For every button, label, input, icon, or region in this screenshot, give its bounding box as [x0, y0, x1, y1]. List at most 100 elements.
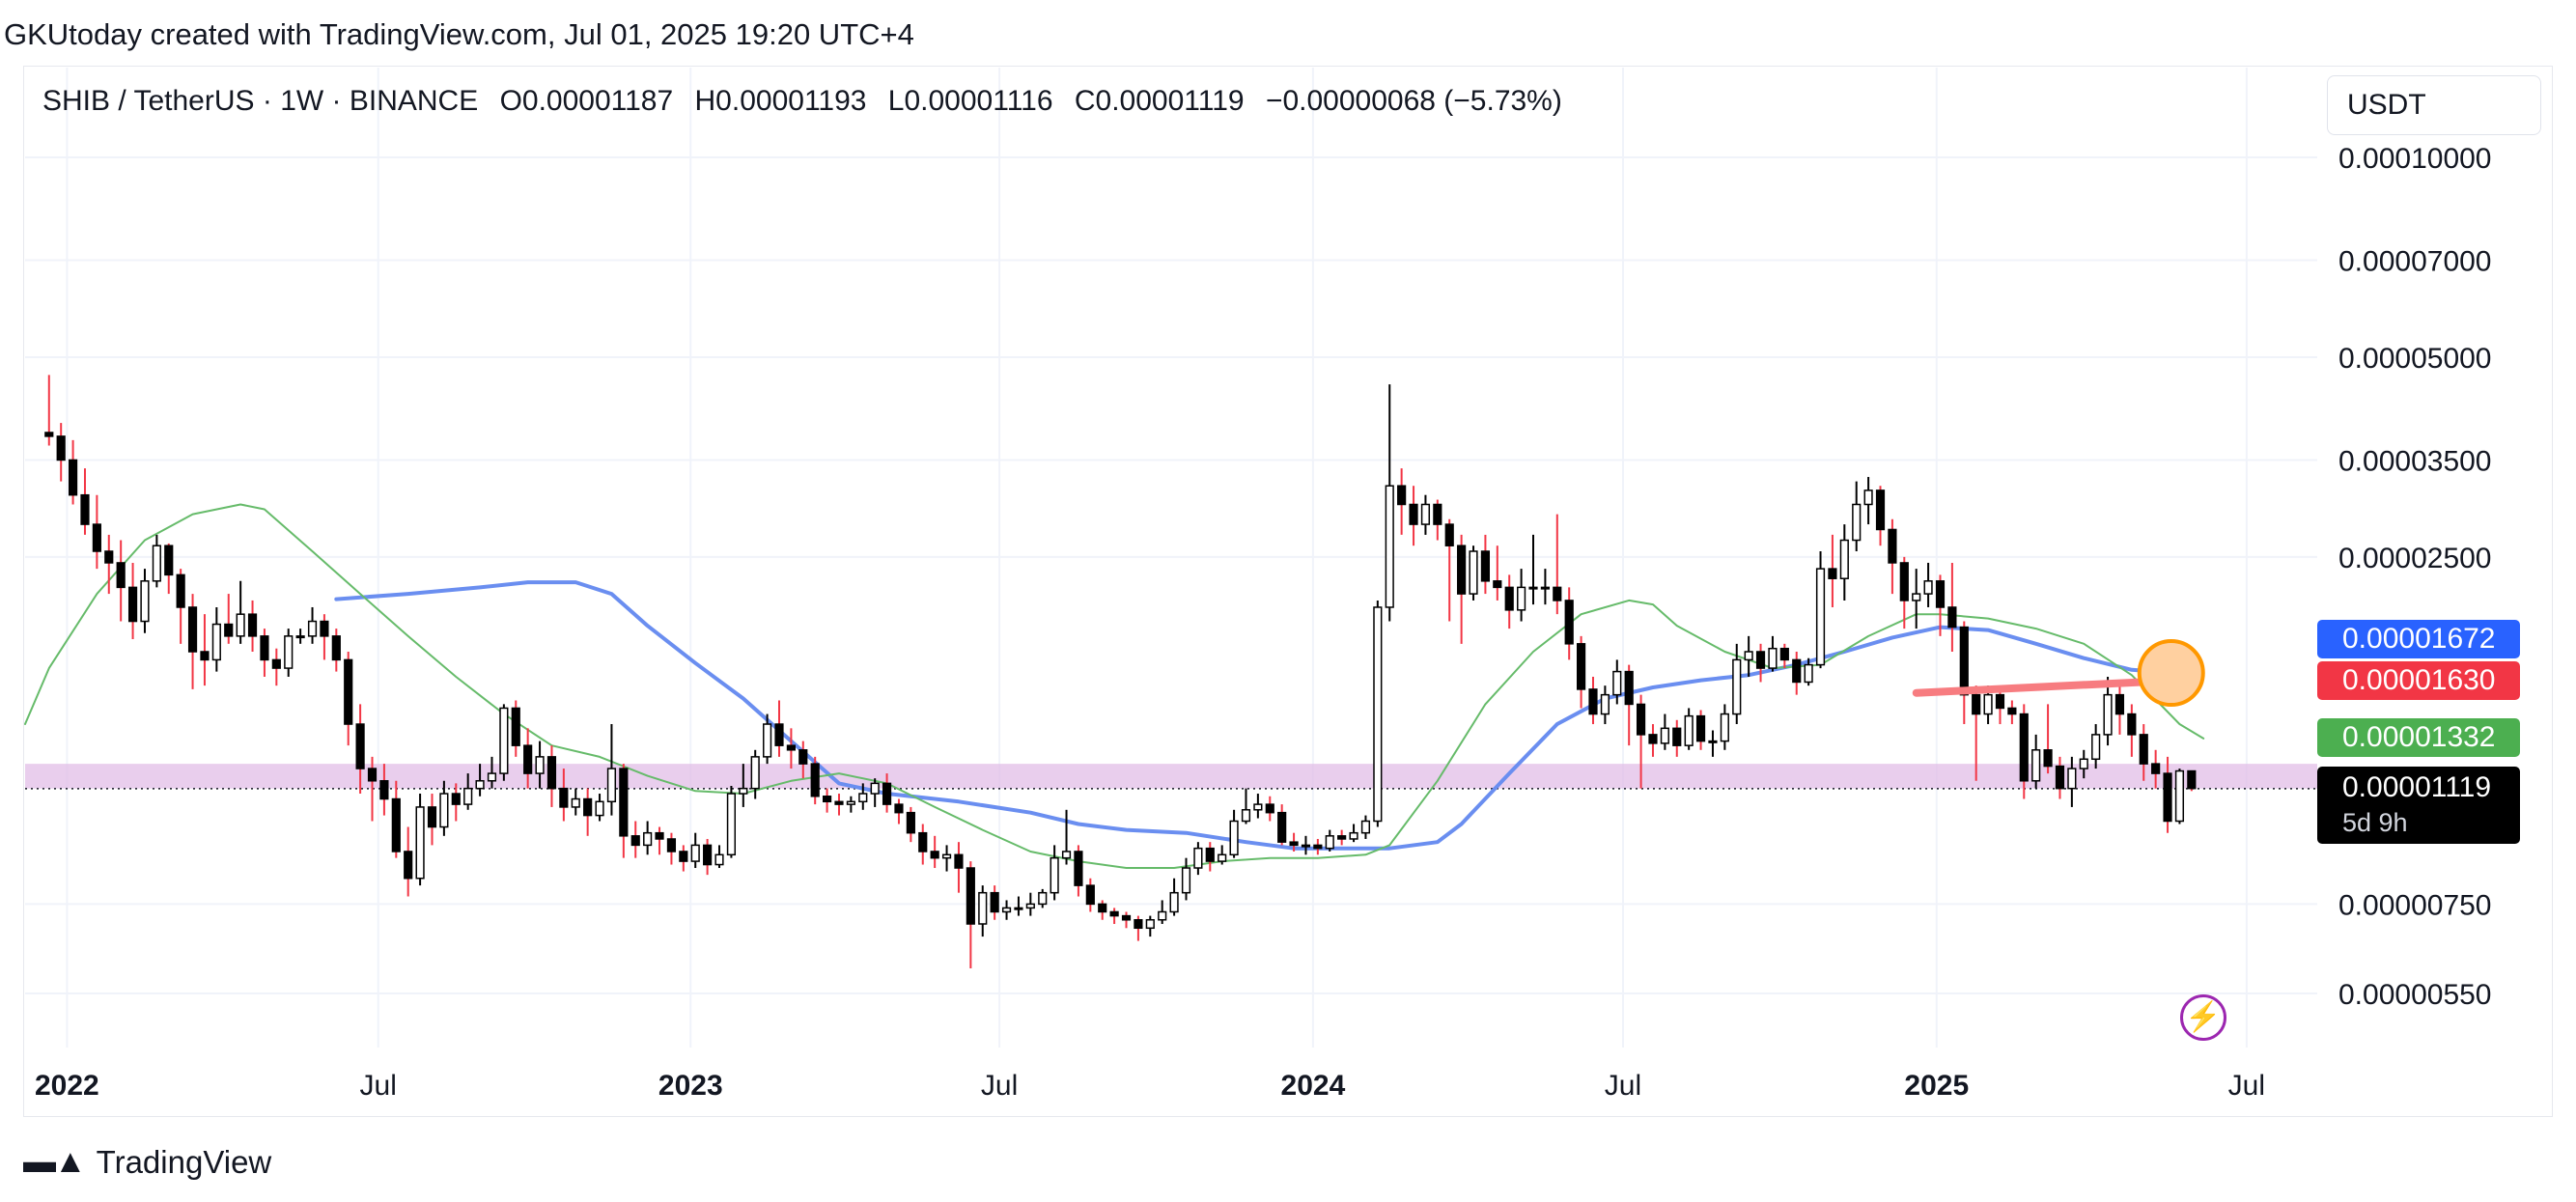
candle-body [2151, 763, 2161, 774]
currency-selector[interactable]: USDT [2327, 75, 2541, 135]
candle-down [80, 468, 90, 535]
candle-down [2019, 704, 2029, 799]
candle-body [1839, 539, 1849, 579]
brand-name: TradingView [96, 1143, 272, 1180]
candle-up [941, 845, 952, 872]
legend-close: C0.00001119 [1074, 85, 1245, 117]
x-tick-label: Jul [981, 1070, 1018, 1102]
candle-down [355, 704, 365, 795]
candle-body [2127, 713, 2137, 736]
candle-down [1947, 562, 1957, 652]
candle-down [1337, 829, 1347, 846]
candle-up [2103, 676, 2113, 746]
candle-body [2139, 734, 2148, 765]
candle-down [2007, 700, 2017, 725]
x-tick-label: 2023 [658, 1070, 723, 1102]
candle-up [643, 821, 653, 855]
tradingview-brand[interactable]: ▬▲ TradingView [23, 1143, 271, 1181]
candle-body [750, 756, 760, 790]
last-price-value: 0.00001119 [2342, 771, 2492, 803]
candle-down [1397, 468, 1407, 535]
candle-up [1804, 657, 1813, 686]
candle-body [1744, 651, 1753, 661]
candle-up [1815, 551, 1826, 669]
candle-down [404, 826, 413, 897]
candle-up [1181, 857, 1191, 901]
candle-up [2091, 724, 2101, 769]
candle-down [451, 783, 461, 822]
candle-down [1433, 499, 1442, 541]
candle-up [463, 773, 473, 810]
candle-down [1205, 842, 1215, 872]
candle-down [1636, 694, 1646, 789]
candle-down [427, 794, 437, 846]
candle-body [1218, 853, 1227, 862]
support-zone [25, 764, 2317, 789]
candle-down [1828, 534, 1837, 607]
candle-body [1397, 485, 1407, 506]
candle-body [1385, 485, 1394, 608]
candle-up [1158, 900, 1167, 924]
candle-body [1469, 550, 1478, 595]
candle-body [1134, 919, 1143, 930]
candle-down [523, 728, 533, 789]
candle-body [415, 806, 425, 880]
candle-down [1553, 514, 1562, 615]
candle-down [930, 835, 939, 869]
candle-body [954, 853, 964, 869]
moving-average-short [24, 503, 2205, 869]
candle-body [810, 763, 820, 797]
candle-body [1253, 803, 1263, 811]
y-tick-label: 0.00010000 [2338, 143, 2492, 175]
candle-down [619, 764, 629, 858]
candle-body [236, 613, 245, 637]
candle-down [2127, 704, 2137, 757]
candle-up [1373, 600, 1383, 827]
candle-down [894, 798, 904, 825]
candle-body [127, 586, 138, 623]
legend-symbol[interactable]: SHIB / TetherUS · 1W · BINANCE [42, 85, 479, 117]
candle-body [1755, 651, 1766, 669]
candle-body [92, 523, 101, 552]
candle-body [1899, 562, 1909, 601]
candle-down [559, 769, 569, 822]
candle-down [1888, 518, 1897, 595]
candle-body [1360, 820, 1371, 834]
y-tick-label: 0.00000550 [2338, 979, 2492, 1011]
candle-body [2079, 758, 2088, 769]
candle-body [535, 756, 545, 774]
candle-body [1768, 647, 1778, 669]
candle-body [1014, 907, 1023, 910]
candle-down [786, 728, 796, 769]
candle-body [68, 459, 78, 496]
candle-body [2091, 734, 2101, 761]
candle-down [906, 806, 915, 843]
candle-body [1648, 734, 1658, 744]
candle-up [1912, 569, 1921, 629]
candle-body [559, 787, 569, 808]
candle-up [2079, 749, 2088, 779]
candle-up [1253, 794, 1263, 819]
candle-body [1493, 580, 1502, 589]
x-tick-label: 2025 [1904, 1070, 1969, 1102]
candle-down [1313, 838, 1323, 855]
candle-up [295, 629, 305, 644]
candle-body [1553, 586, 1562, 601]
candle-body [391, 797, 401, 853]
lightning-icon[interactable]: ⚡ [2180, 994, 2226, 1041]
candle-body [1420, 503, 1431, 525]
candle-down [774, 700, 784, 757]
candle-up [858, 783, 868, 810]
candle-body [1624, 670, 1634, 706]
candle-body [1409, 503, 1418, 525]
candle-down [1792, 651, 1802, 695]
overlay-layer [1912, 639, 2205, 708]
candle-body [271, 658, 281, 669]
candle-up [714, 845, 724, 869]
candle-down [1588, 676, 1598, 725]
candle-body [1158, 910, 1167, 921]
candle-body [1564, 600, 1574, 645]
candle-down [104, 534, 114, 595]
candle-body [1935, 580, 1946, 608]
